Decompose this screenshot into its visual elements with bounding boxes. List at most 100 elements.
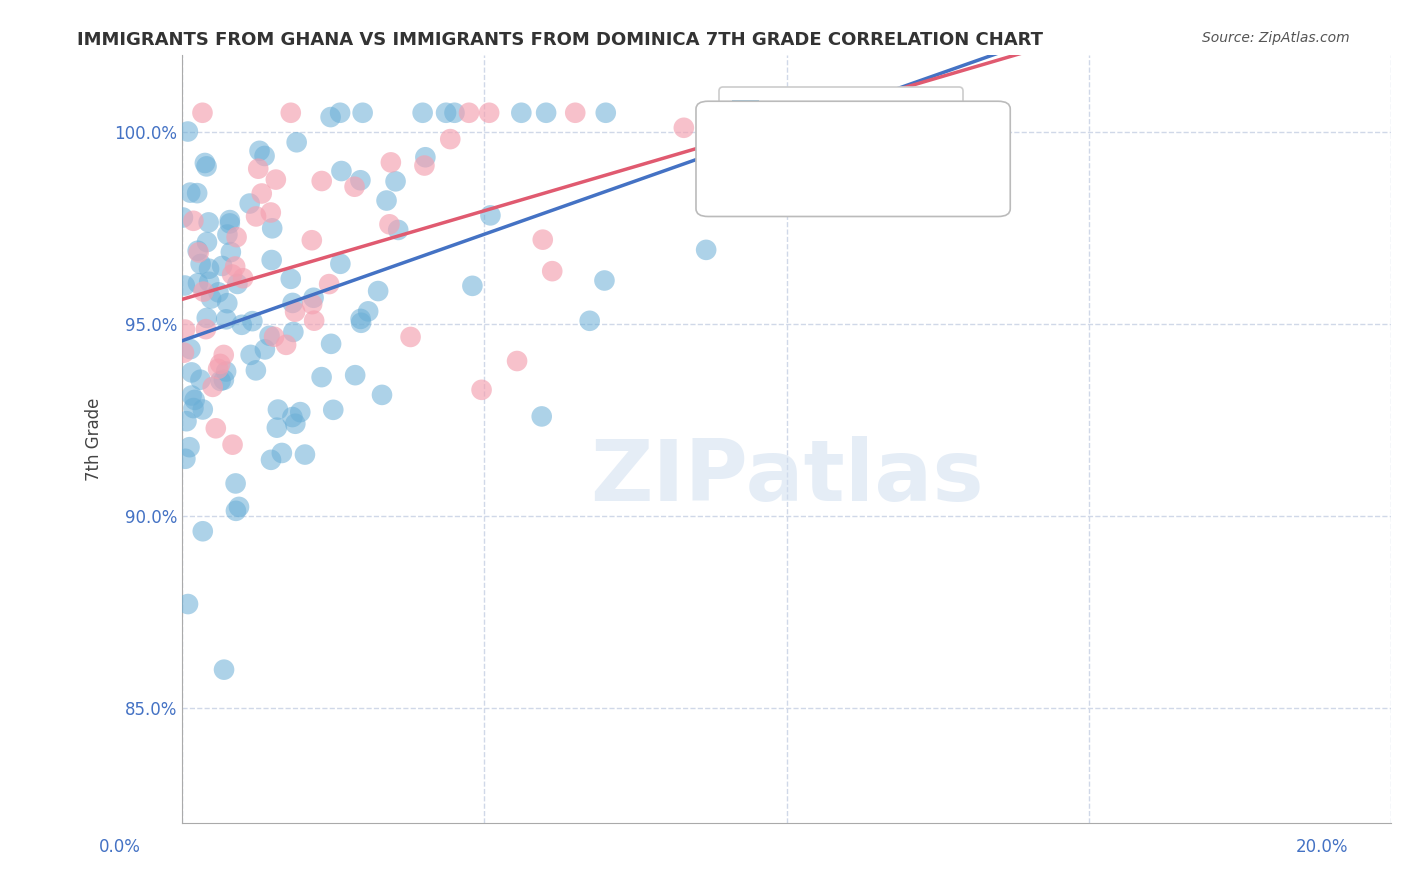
Immigrants from Ghana xyxy=(412,105,434,120)
Immigrants from Ghana xyxy=(198,261,221,276)
Immigrants from Dominica xyxy=(232,271,254,285)
Immigrants from Ghana xyxy=(319,110,342,124)
Immigrants from Dominica xyxy=(439,132,461,146)
Immigrants from Dominica xyxy=(221,438,243,452)
Immigrants from Ghana xyxy=(219,245,242,260)
Immigrants from Ghana xyxy=(179,186,201,200)
Immigrants from Dominica xyxy=(173,345,195,359)
Immigrants from Ghana xyxy=(245,363,267,377)
Legend:  R = 0.334   N = 99,  R = 0.435   N = 45: R = 0.334 N = 99, R = 0.435 N = 45 xyxy=(720,87,963,164)
Immigrants from Ghana xyxy=(180,365,202,379)
Immigrants from Ghana xyxy=(195,310,218,325)
Immigrants from Dominica xyxy=(174,322,197,336)
Immigrants from Dominica xyxy=(274,338,297,352)
Immigrants from Dominica xyxy=(260,205,283,219)
Immigrants from Ghana xyxy=(200,292,222,306)
Immigrants from Ghana xyxy=(329,105,352,120)
Immigrants from Dominica xyxy=(224,260,246,274)
Immigrants from Ghana xyxy=(225,504,247,518)
Immigrants from Ghana xyxy=(534,105,557,120)
Immigrants from Ghana xyxy=(231,318,253,332)
Immigrants from Ghana xyxy=(177,597,200,611)
Immigrants from Dominica xyxy=(284,304,307,318)
Immigrants from Ghana xyxy=(179,440,201,454)
Immigrants from Ghana xyxy=(174,451,197,466)
Immigrants from Ghana xyxy=(217,296,239,310)
Immigrants from Ghana xyxy=(212,663,235,677)
Immigrants from Dominica xyxy=(245,210,267,224)
Immigrants from Ghana xyxy=(239,196,262,211)
Immigrants from Ghana xyxy=(191,524,214,539)
Immigrants from Ghana xyxy=(415,150,437,164)
Immigrants from Ghana xyxy=(290,405,312,419)
Immigrants from Ghana xyxy=(218,216,240,230)
Immigrants from Ghana xyxy=(176,414,198,428)
Immigrants from Ghana xyxy=(387,223,409,237)
Immigrants from Ghana xyxy=(595,105,617,120)
Immigrants from Ghana xyxy=(350,316,373,330)
Immigrants from Ghana xyxy=(510,105,533,120)
Immigrants from Ghana xyxy=(349,173,371,187)
Immigrants from Dominica xyxy=(343,179,366,194)
Immigrants from Ghana xyxy=(190,257,212,271)
Immigrants from Dominica xyxy=(413,159,436,173)
Immigrants from Ghana xyxy=(434,105,457,120)
Immigrants from Ghana xyxy=(530,409,553,424)
Immigrants from Ghana xyxy=(183,401,205,415)
Immigrants from Ghana xyxy=(281,410,304,425)
Immigrants from Dominica xyxy=(672,120,695,135)
Immigrants from Dominica xyxy=(191,105,214,120)
Immigrants from Ghana xyxy=(215,364,238,378)
Immigrants from Dominica xyxy=(399,330,422,344)
FancyBboxPatch shape xyxy=(696,101,1011,217)
Immigrants from Ghana xyxy=(344,368,367,383)
Immigrants from Ghana xyxy=(384,174,406,188)
Immigrants from Ghana xyxy=(207,285,229,300)
Text: 0.0%: 0.0% xyxy=(98,838,141,855)
Immigrants from Dominica xyxy=(193,285,215,299)
Immigrants from Ghana xyxy=(242,314,264,328)
Y-axis label: 7th Grade: 7th Grade xyxy=(86,398,103,481)
Immigrants from Ghana xyxy=(225,476,247,491)
Immigrants from Ghana xyxy=(211,259,233,273)
Text: Source: ZipAtlas.com: Source: ZipAtlas.com xyxy=(1202,31,1350,45)
Immigrants from Dominica xyxy=(378,217,401,231)
Immigrants from Ghana xyxy=(253,343,276,357)
Immigrants from Ghana xyxy=(443,105,465,120)
Immigrants from Dominica xyxy=(280,105,302,120)
Immigrants from Dominica xyxy=(264,172,287,186)
Immigrants from Ghana xyxy=(319,336,342,351)
Immigrants from Ghana xyxy=(266,420,288,434)
Immigrants from Ghana xyxy=(217,227,239,242)
Immigrants from Ghana xyxy=(311,370,333,384)
Immigrants from Ghana xyxy=(228,500,250,514)
Immigrants from Ghana xyxy=(281,296,304,310)
Immigrants from Ghana xyxy=(239,348,262,362)
Immigrants from Ghana xyxy=(209,374,232,388)
Immigrants from Ghana xyxy=(280,272,302,286)
Immigrants from Ghana xyxy=(357,304,380,318)
Immigrants from Ghana xyxy=(294,448,316,462)
Immigrants from Dominica xyxy=(564,105,586,120)
Immigrants from Ghana xyxy=(198,275,221,289)
Immigrants from Dominica xyxy=(204,421,226,435)
Immigrants from Ghana xyxy=(179,342,201,356)
Immigrants from Dominica xyxy=(247,161,270,176)
Immigrants from Dominica xyxy=(263,330,285,344)
Immigrants from Dominica xyxy=(207,361,229,376)
Immigrants from Ghana xyxy=(226,277,249,291)
Immigrants from Ghana xyxy=(195,235,218,249)
Immigrants from Ghana xyxy=(593,273,616,287)
Immigrants from Dominica xyxy=(311,174,333,188)
Immigrants from Ghana xyxy=(197,215,219,229)
Immigrants from Ghana xyxy=(183,392,205,407)
Immigrants from Ghana xyxy=(322,402,344,417)
Immigrants from Dominica xyxy=(531,233,554,247)
Immigrants from Dominica xyxy=(471,383,494,397)
Immigrants from Dominica xyxy=(212,348,235,362)
Immigrants from Dominica xyxy=(194,322,217,336)
Immigrants from Dominica xyxy=(301,233,323,247)
Immigrants from Ghana xyxy=(180,388,202,402)
Immigrants from Ghana xyxy=(349,312,371,326)
Immigrants from Ghana xyxy=(461,278,484,293)
